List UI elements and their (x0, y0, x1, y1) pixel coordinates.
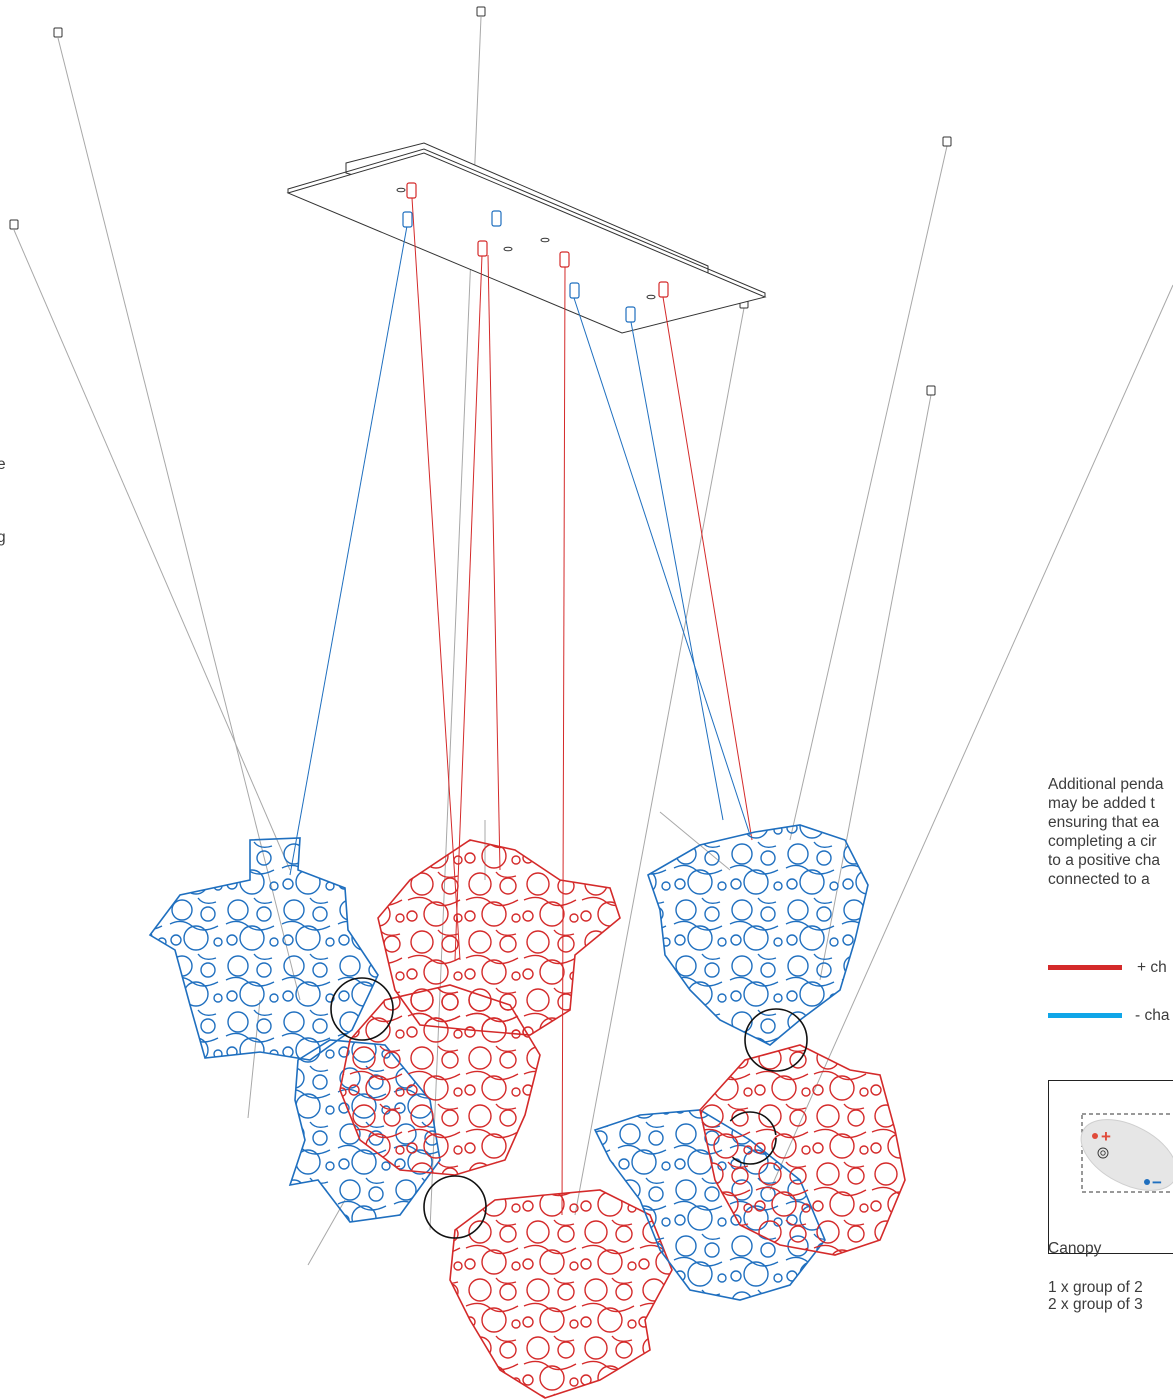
anchor-cables (13, 16, 1173, 1266)
canopy-caption: Canopy (1048, 1240, 1102, 1257)
group-line: 2 x group of 3 (1048, 1296, 1143, 1313)
canopy-plan: + − (1080, 1113, 1173, 1193)
positive-wires (411, 197, 753, 1216)
note-line: to a positive cha (1048, 852, 1161, 869)
red-module (699, 1044, 906, 1256)
left-fragment-2: g (0, 529, 6, 546)
note-line: connected to a (1048, 871, 1150, 888)
minus-symbol: − (1152, 1173, 1162, 1192)
positive-legend-swatch (1048, 965, 1122, 970)
note-line: ensuring that ea (1048, 814, 1160, 831)
note-line: completing a cir (1048, 833, 1157, 850)
negative-dot (1144, 1179, 1150, 1185)
mount-icon (1097, 1147, 1109, 1159)
canopy-panel: + − (1048, 1080, 1173, 1254)
note-line: may be added t (1048, 795, 1155, 812)
note-paragraph: Additional penda may be added t ensuring… (1048, 775, 1164, 889)
negative-legend-swatch (1048, 1013, 1122, 1018)
left-fragment-1: e (0, 456, 6, 473)
pendant-modules (148, 824, 906, 1399)
junction-rings (330, 977, 808, 1239)
red-module (449, 1189, 673, 1399)
ceiling-canopy (286, 142, 767, 334)
note-line: Additional penda (1048, 776, 1164, 793)
group-line: 1 x group of 2 (1048, 1279, 1143, 1296)
positive-legend-label: + ch (1137, 959, 1167, 976)
ceiling-connectors (402, 182, 669, 323)
canopy-shadow (1080, 1119, 1173, 1191)
blue-module (647, 824, 869, 1046)
positive-dot (1092, 1133, 1098, 1139)
red-module (339, 984, 541, 1176)
blue-module (148, 837, 379, 1061)
negative-wires (289, 225, 751, 876)
negative-legend-label: - cha (1135, 1007, 1170, 1024)
plus-symbol: + (1101, 1127, 1111, 1146)
canopy-outline (1081, 1113, 1173, 1193)
